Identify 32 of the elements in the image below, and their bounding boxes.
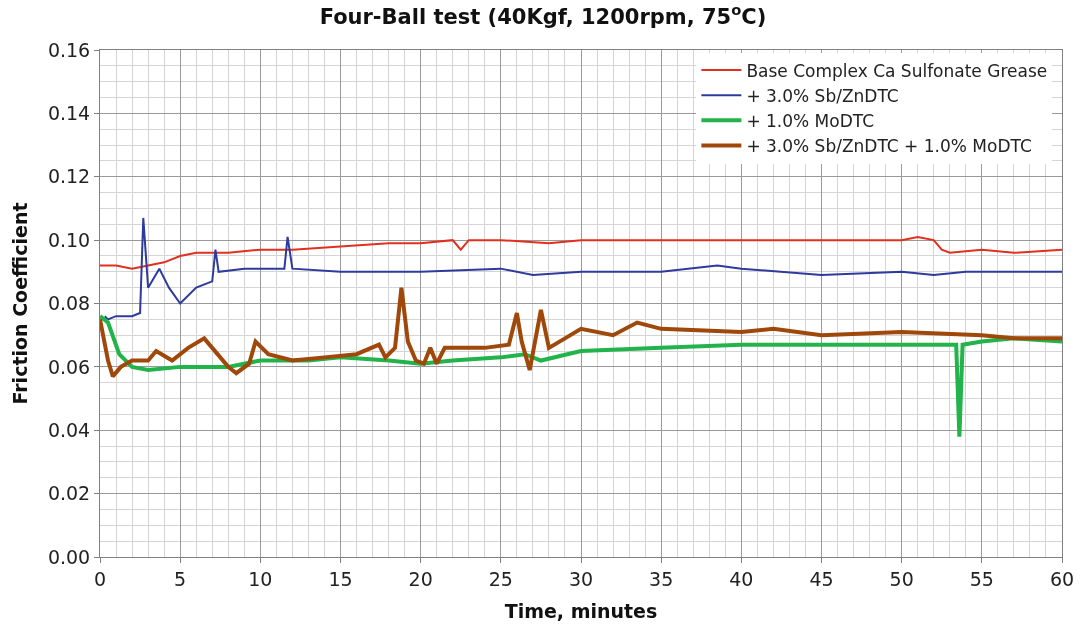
x-tick-label: 30 [568,567,594,590]
y-tick-label: 0.12 [47,165,91,188]
x-tick-label: 15 [328,567,353,590]
x-tick-label: 55 [969,567,994,590]
y-tick-label: 0.00 [47,545,91,568]
chart-title: Four-Ball test (40Kgf, 1200rpm, 75$^{o}$C) [319,1,767,30]
y-tick-label: 0.02 [47,482,91,505]
line-series [103,216,1062,321]
legend-label: + 3.0% Sb/ZnDTC + 1.0% MoDTC [746,136,1032,157]
legend-label: + 3.0% Sb/ZnDTC [746,85,899,106]
y-tick-label: 0.10 [47,228,91,251]
legend-label: + 1.0% MoDTC [746,110,875,131]
x-tick-label: 10 [248,567,273,590]
y-tick-label: 0.14 [47,102,91,125]
x-tick-label: 25 [488,567,513,590]
x-tick-label: 5 [174,567,187,590]
x-tick-label: 50 [889,567,914,590]
y-tick-label: 0.16 [47,38,91,61]
x-tick-label: 35 [649,567,674,590]
x-tick-label: 20 [408,567,433,590]
y-tick-label: 0.06 [47,355,91,378]
y-tick-label: 0.08 [47,292,91,315]
x-tick-label: 40 [729,567,754,590]
y-axis-title: Friction Coefficient [8,202,31,405]
line-series [100,285,1062,379]
line-series [100,235,1062,270]
x-axis-title: Time, minutes [504,599,658,622]
x-tick-label: 60 [1049,567,1075,590]
y-tick-label: 0.04 [47,418,91,441]
x-tick-label: 45 [809,567,834,590]
legend-label: Base Complex Ca Sulfonate Grease [746,60,1048,81]
x-tick-label: 0 [93,567,107,590]
